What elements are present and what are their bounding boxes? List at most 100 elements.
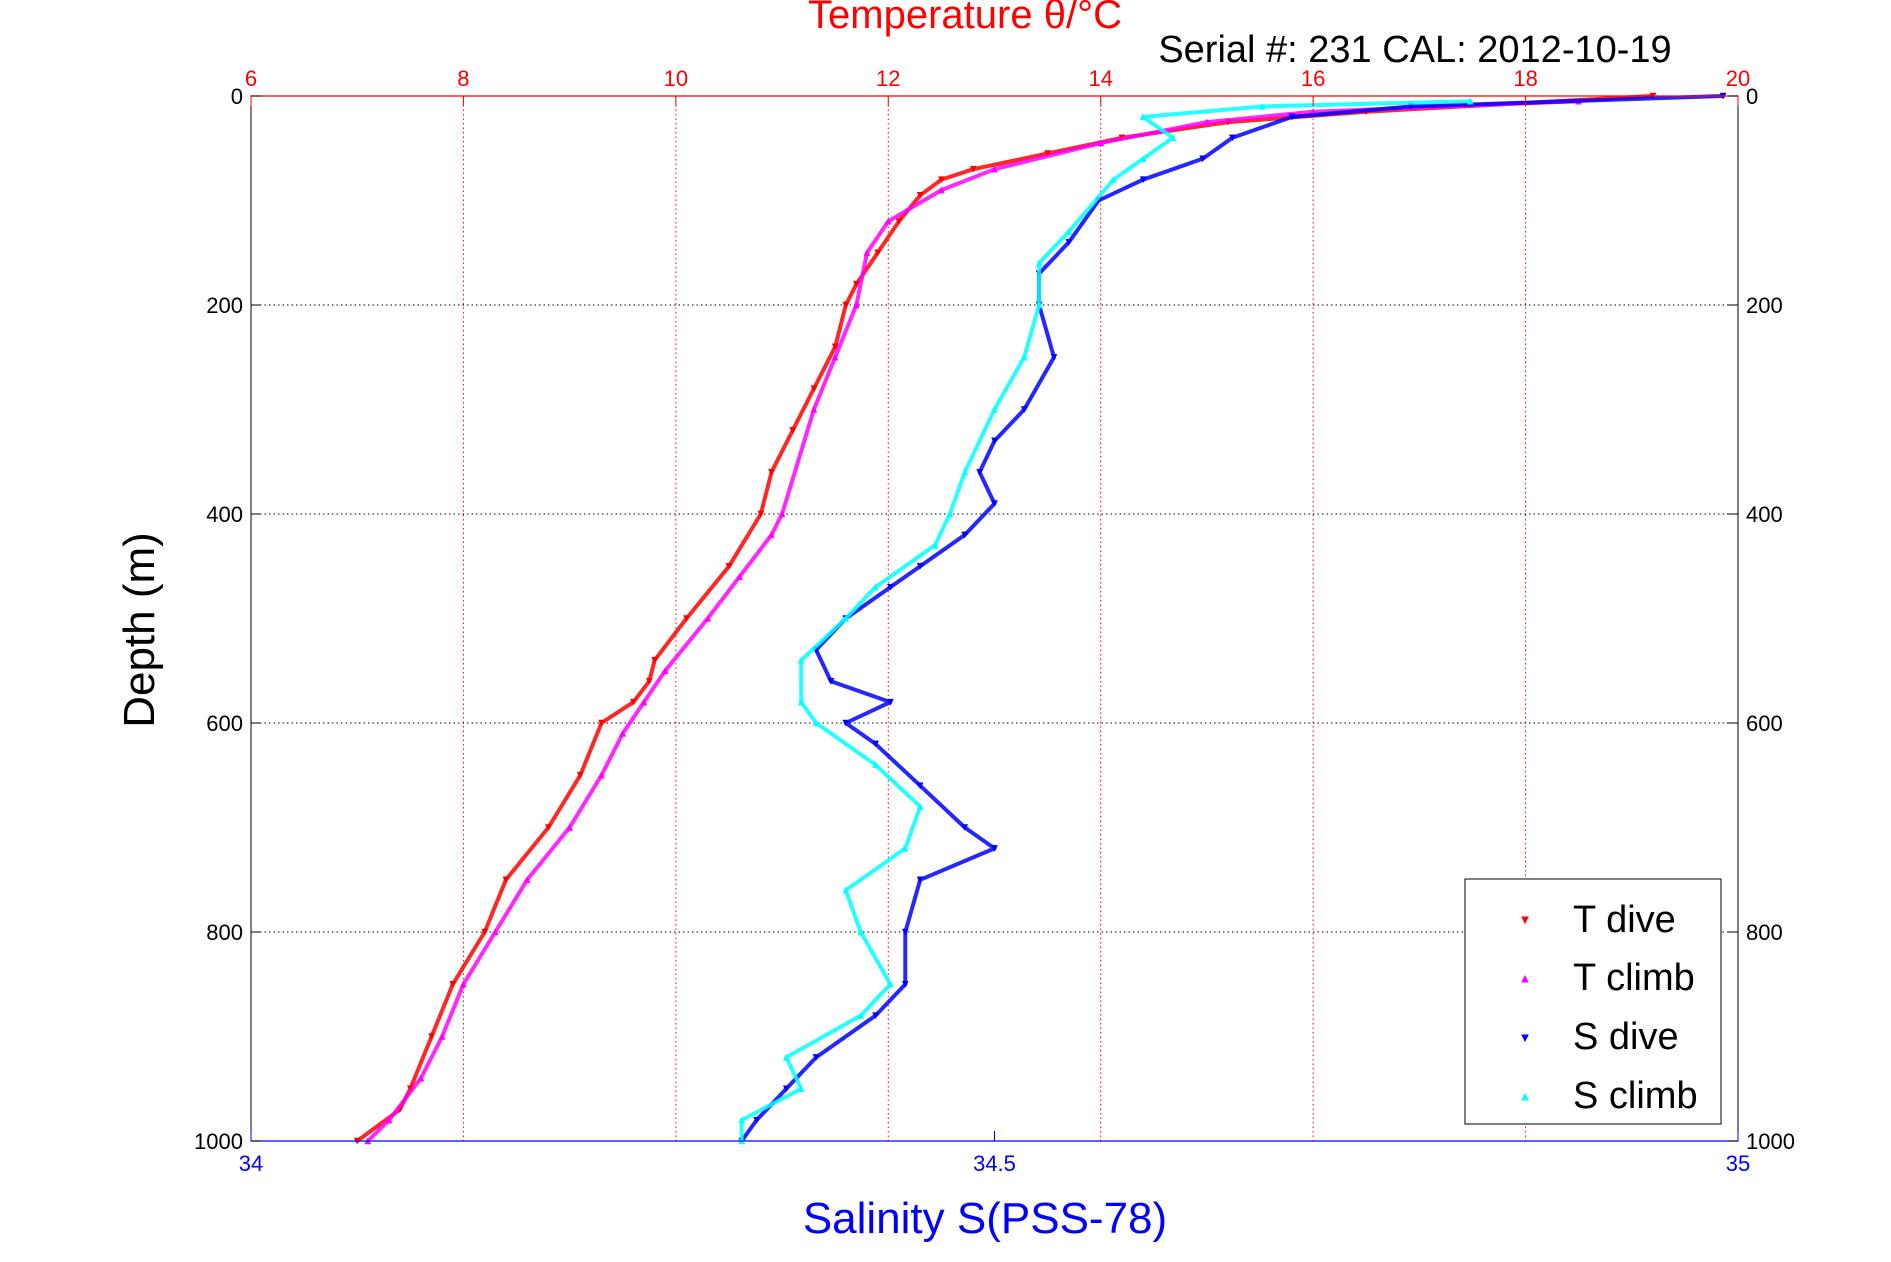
grid [251, 96, 1738, 1141]
data-point [460, 980, 467, 988]
data-point [916, 563, 924, 570]
depth-tick-label: 600 [206, 711, 243, 736]
depth-tick-label: 800 [206, 920, 243, 945]
data-point [753, 1116, 760, 1124]
data-point [651, 657, 659, 664]
data-point [937, 186, 945, 194]
data-point [797, 698, 805, 706]
data-point [810, 405, 818, 413]
data-point [842, 719, 850, 727]
data-point [842, 886, 850, 894]
legend-label-t-dive: T dive [1573, 899, 1676, 941]
data-point [640, 698, 648, 706]
data-point [428, 1033, 435, 1041]
data-point [946, 510, 954, 518]
data-point [598, 719, 605, 727]
data-point [810, 385, 818, 393]
salinity-tick-label: 34.5 [973, 1151, 1016, 1176]
temperature-tick-label: 20 [1726, 66, 1750, 91]
legend: T dive T climb S dive S climb [1464, 878, 1722, 1125]
data-point [961, 468, 969, 476]
data-point [1110, 176, 1117, 183]
depth-tick-label-right: 600 [1746, 711, 1783, 736]
data-point [619, 729, 627, 737]
data-point [385, 1116, 393, 1124]
data-point [887, 698, 894, 706]
depth-tick-label: 0 [231, 84, 243, 109]
data-point [901, 844, 909, 852]
temperature-tick-label: 14 [1088, 66, 1112, 91]
data-point [1139, 113, 1147, 121]
legend-marker-t-climb [1521, 974, 1529, 983]
data-point [961, 824, 969, 832]
data-point [1020, 406, 1028, 414]
data-point [991, 437, 998, 445]
data-point [991, 500, 998, 508]
temperature-tick-label: 8 [457, 66, 469, 91]
data-point [1035, 259, 1043, 267]
y-axis-title: Depth (m) [115, 532, 164, 728]
data-point [827, 677, 835, 685]
data-point [1139, 176, 1147, 184]
data-point [1139, 155, 1147, 162]
temperature-tick-label: 12 [876, 66, 900, 91]
data-point [544, 824, 552, 832]
data-point [789, 427, 797, 434]
data-point [1466, 97, 1474, 105]
data-point [417, 1074, 425, 1082]
data-point [1199, 155, 1207, 163]
data-point [502, 876, 510, 884]
data-point [1258, 102, 1266, 110]
data-point [598, 771, 605, 779]
data-point [683, 615, 690, 623]
depth-tick-label: 200 [206, 293, 243, 318]
data-point [661, 667, 669, 674]
data-point [887, 980, 894, 988]
legend-box [1464, 878, 1722, 1125]
chart-subtitle: Serial #: 231 CAL: 2012-10-19 [1158, 29, 1671, 71]
data-point [831, 343, 839, 351]
data-point [797, 1085, 805, 1092]
data-point [1065, 228, 1073, 236]
temperature-tick-label: 16 [1301, 66, 1325, 91]
temperature-tick-label: 6 [245, 66, 257, 91]
data-point [812, 1054, 820, 1061]
legend-marker-s-climb [1521, 1092, 1529, 1101]
data-point [831, 353, 839, 361]
salinity-tick-label: 35 [1726, 1151, 1750, 1176]
data-point [738, 1116, 746, 1124]
data-point [916, 876, 924, 884]
data-point [645, 677, 653, 685]
depth-tick-label-right: 400 [1746, 502, 1783, 527]
data-point [449, 981, 457, 988]
data-point [576, 772, 584, 779]
series-trace-s-climb [739, 99, 1473, 1143]
data-point [797, 656, 805, 664]
data-point [842, 614, 850, 622]
data-point [842, 301, 850, 309]
data-point [863, 249, 871, 256]
legend-label-s-dive: S dive [1573, 1016, 1679, 1058]
data-point [872, 1012, 879, 1020]
data-point [1044, 150, 1052, 158]
data-point [857, 1012, 865, 1019]
legend-marker-t-dive [1521, 916, 1529, 925]
data-point [812, 719, 820, 727]
data-point [901, 928, 909, 936]
data-point [901, 981, 909, 988]
data-point [1169, 134, 1177, 142]
chart-title: Temperature θ/°C [808, 0, 1122, 37]
data-point [778, 510, 786, 518]
data-point [1288, 113, 1296, 121]
data-point [481, 928, 489, 936]
series-trace-t-dive [355, 94, 1655, 1143]
data-point [1065, 239, 1073, 246]
data-point [916, 192, 924, 199]
depth-tick-label: 400 [206, 502, 243, 527]
data-point [1097, 139, 1105, 147]
data-point [782, 1053, 790, 1061]
data-point [566, 823, 574, 831]
data-point [1050, 354, 1058, 361]
